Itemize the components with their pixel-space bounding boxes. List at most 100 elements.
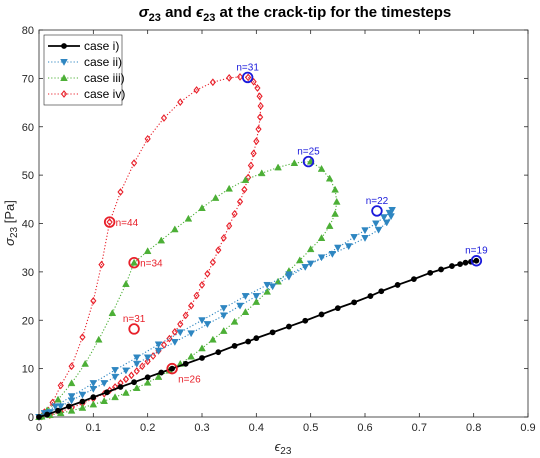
data-point xyxy=(247,161,255,170)
series-1 xyxy=(36,257,480,420)
annotation-ring xyxy=(128,256,140,269)
data-point xyxy=(245,173,252,182)
data-point xyxy=(317,234,326,241)
data-point xyxy=(253,335,260,342)
data-point xyxy=(36,414,42,420)
annotation-label: n=34 xyxy=(140,259,163,270)
y-axis: 0 10 20 30 40 50 60 70 80 xyxy=(22,25,528,424)
data-point xyxy=(317,164,326,172)
data-point xyxy=(230,317,239,325)
x-tick-label: 0.9 xyxy=(520,422,535,434)
data-point xyxy=(160,114,168,122)
data-point xyxy=(225,184,233,192)
x-tick-label: 0 xyxy=(36,422,42,434)
data-point xyxy=(236,73,244,81)
data-point xyxy=(334,305,341,312)
x-axis: 0 0.1 0.2 0.3 0.4 0.5 0.6 0.7 0.8 0.9 xyxy=(36,30,536,434)
data-point xyxy=(198,317,206,325)
data-point xyxy=(133,367,140,375)
data-point xyxy=(171,225,179,233)
data-point xyxy=(257,113,264,121)
data-point xyxy=(78,403,87,411)
data-point xyxy=(171,327,178,336)
x-axis-label: ϵ23 xyxy=(275,439,292,457)
legend-marker-4 xyxy=(60,90,68,98)
data-point xyxy=(108,309,117,316)
data-point xyxy=(285,271,293,279)
annotation-label: n=19 xyxy=(465,246,488,257)
data-point xyxy=(361,235,369,242)
x-tick-label: 0.7 xyxy=(412,422,427,434)
y-axis-label-sub: 23 xyxy=(9,226,20,238)
data-point xyxy=(331,185,339,193)
data-point xyxy=(462,259,469,266)
data-point xyxy=(387,213,395,221)
data-point xyxy=(187,352,195,360)
title-sigma-sub: 23 xyxy=(149,12,161,24)
data-point xyxy=(67,379,76,387)
data-point xyxy=(111,373,119,381)
annotation-layer: n=19 n=22 n=25 n=31 n=26 n=31 n=34 n=44 xyxy=(103,62,488,386)
data-point xyxy=(219,305,228,313)
data-point xyxy=(209,335,217,343)
data-point xyxy=(378,288,385,295)
data-point xyxy=(236,197,244,206)
data-point xyxy=(219,312,228,320)
y-tick-label: 70 xyxy=(22,73,34,85)
data-point xyxy=(250,149,257,158)
data-point xyxy=(255,125,262,134)
data-point xyxy=(65,403,72,410)
data-point xyxy=(132,354,141,362)
data-point xyxy=(143,354,152,362)
data-point xyxy=(268,283,277,291)
data-point xyxy=(117,384,124,390)
data-point xyxy=(199,355,205,361)
data-point xyxy=(131,379,137,386)
data-point xyxy=(171,339,179,346)
x-tick-label: 0.4 xyxy=(249,422,264,434)
data-point xyxy=(89,400,98,408)
data-point xyxy=(49,398,56,407)
series-line xyxy=(38,76,262,418)
data-point xyxy=(106,218,113,226)
data-point xyxy=(254,84,261,92)
annotation-ring xyxy=(371,205,383,217)
legend-marker-1 xyxy=(61,43,67,49)
data-point xyxy=(374,226,383,234)
data-point xyxy=(361,227,369,235)
data-point xyxy=(67,393,76,401)
data-point xyxy=(144,134,151,143)
y-axis-label-unit: [Pa] xyxy=(2,200,17,227)
data-point xyxy=(122,375,130,384)
data-point xyxy=(100,397,109,405)
data-point xyxy=(106,386,113,395)
data-point xyxy=(169,365,176,372)
legend-marker-2 xyxy=(60,59,68,66)
title-eps: ϵ xyxy=(196,4,204,21)
data-point xyxy=(67,406,76,414)
data-point xyxy=(252,297,261,305)
data-point xyxy=(332,197,341,205)
y-tick-label: 20 xyxy=(22,315,34,327)
data-point xyxy=(215,246,222,254)
data-point xyxy=(57,381,64,390)
data-point xyxy=(128,371,135,380)
data-point xyxy=(325,222,334,229)
legend-marker-3 xyxy=(60,74,68,81)
data-point xyxy=(236,302,244,310)
data-point xyxy=(209,258,216,267)
data-point xyxy=(94,335,103,343)
annotation-ring xyxy=(128,323,140,335)
data-point xyxy=(253,137,260,146)
x-axis-label-symbol: ϵ xyxy=(275,439,281,454)
data-point xyxy=(182,360,189,367)
legend: case i) case ii) case iii) case iv) xyxy=(43,34,125,106)
data-point xyxy=(344,243,353,251)
data-point xyxy=(263,281,272,289)
data-point xyxy=(231,209,238,218)
y-axis-label-symbol: σ xyxy=(2,237,17,246)
data-point xyxy=(226,222,233,230)
annotation-ring xyxy=(302,155,315,168)
data-point xyxy=(203,321,212,329)
data-point xyxy=(81,359,90,367)
